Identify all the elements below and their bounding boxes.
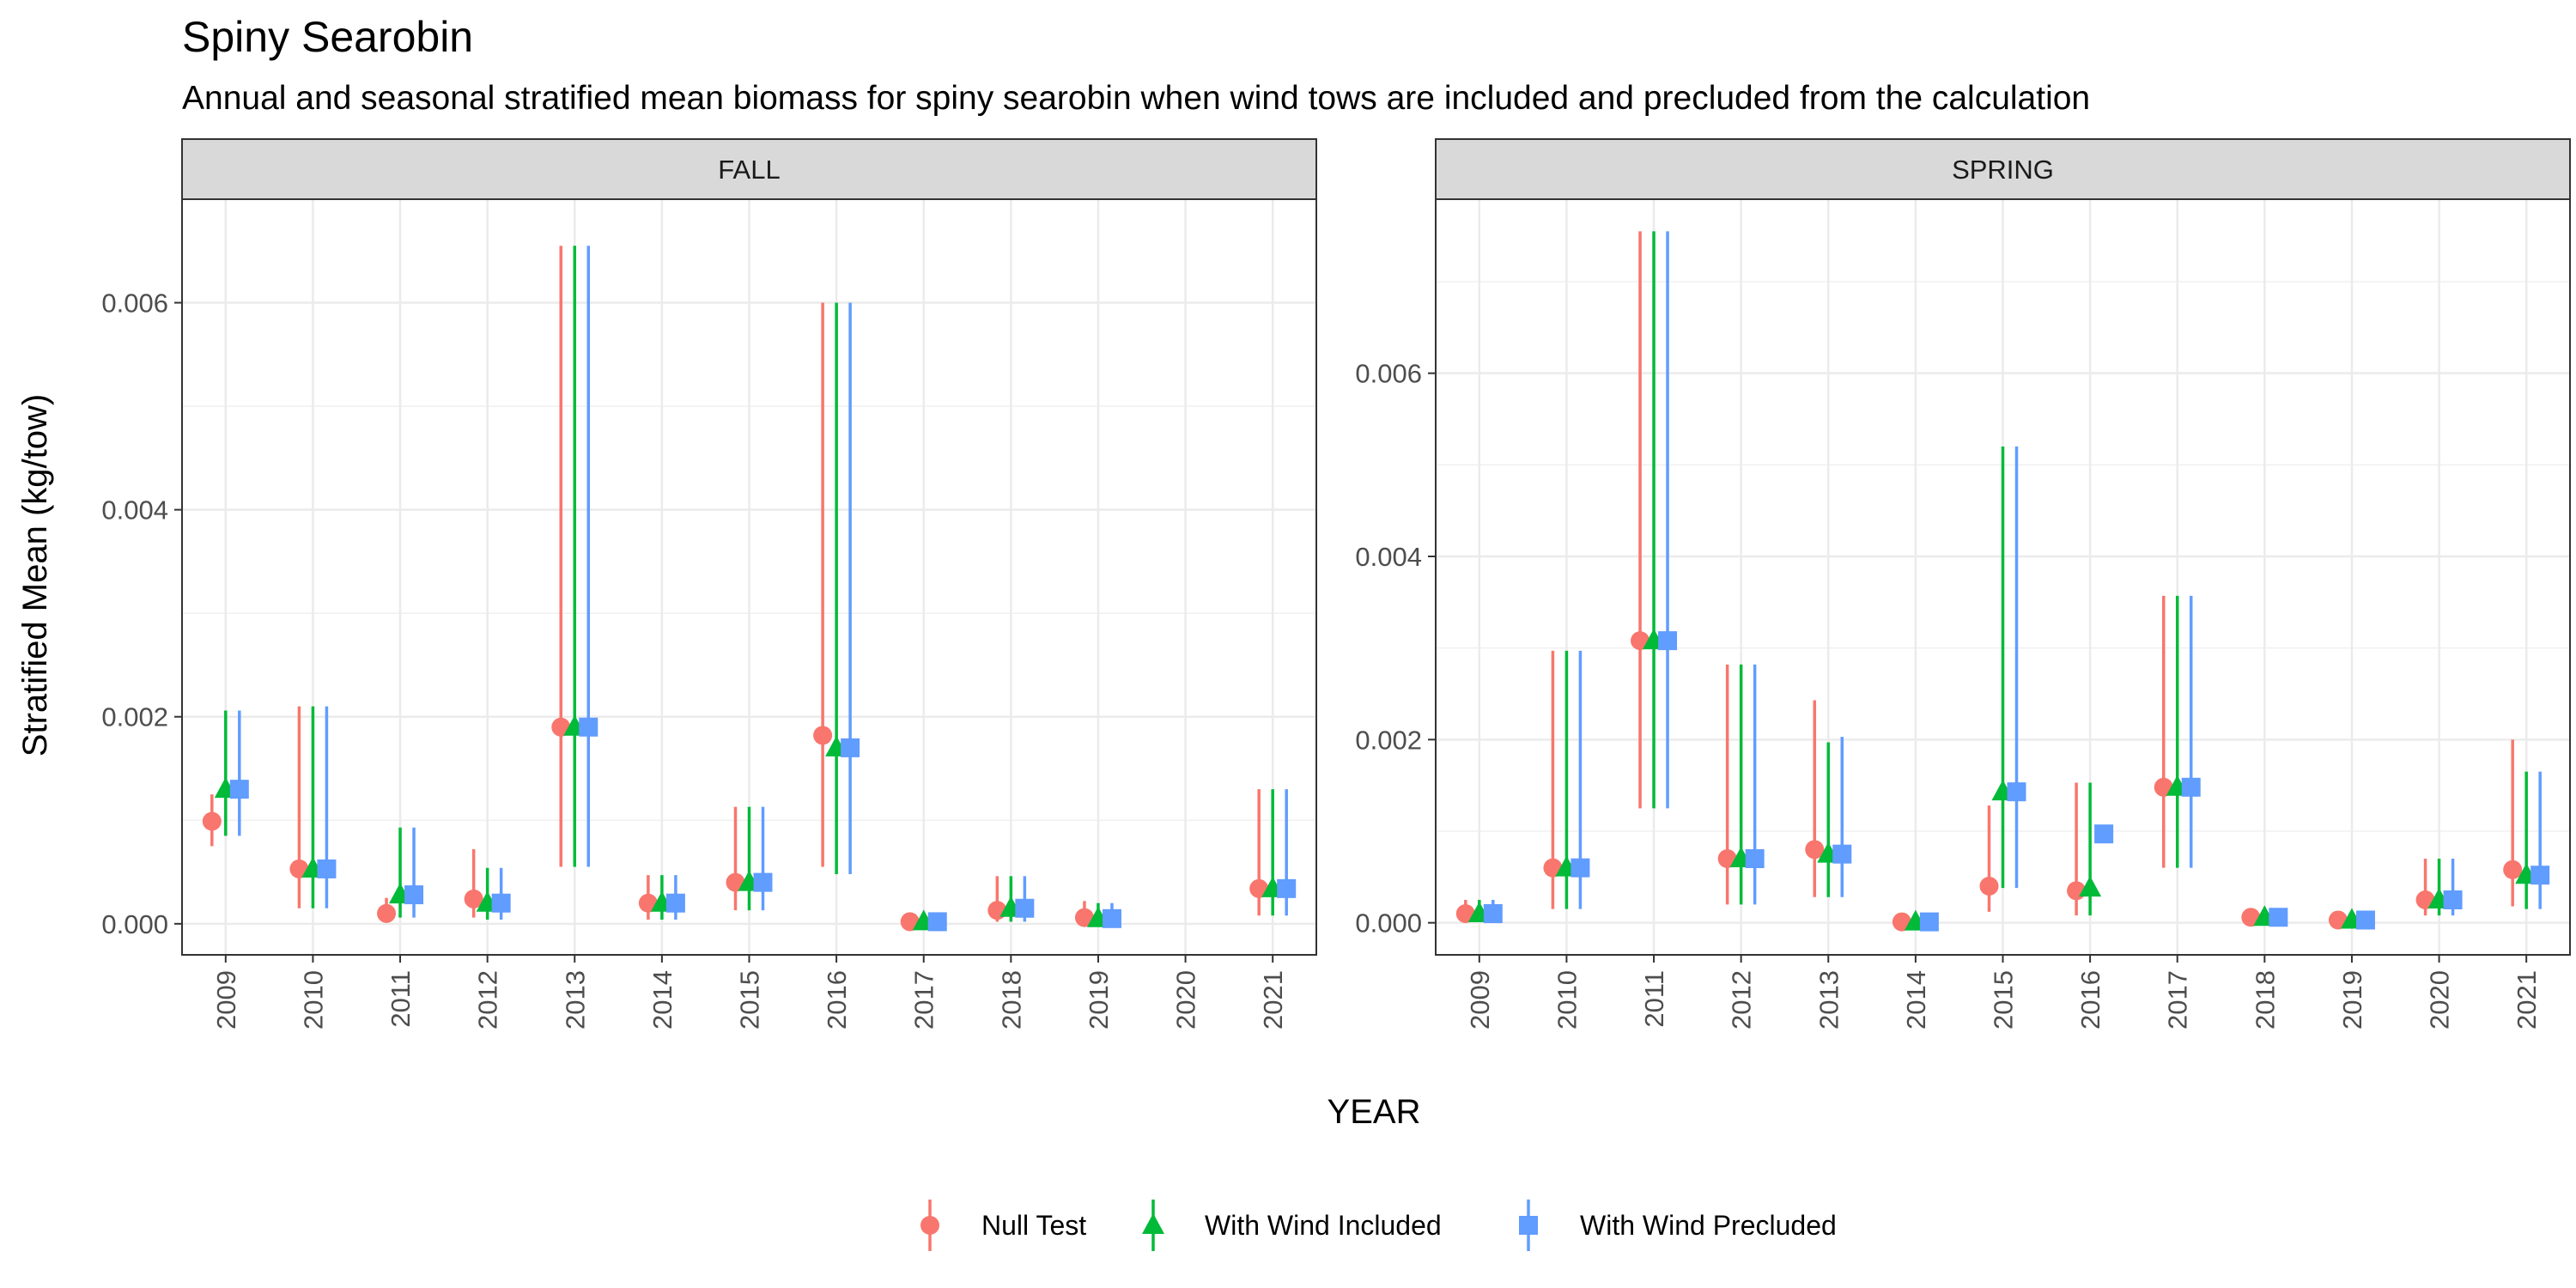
legend-label: With Wind Included <box>1205 1210 1442 1241</box>
chart-subtitle: Annual and seasonal stratified mean biom… <box>182 80 2090 117</box>
data-point <box>1745 849 1765 868</box>
data-point <box>813 726 833 745</box>
facet-strip <box>181 138 1317 200</box>
data-point <box>1074 908 1094 927</box>
legend-key-marker <box>1519 1216 1538 1235</box>
data-point <box>927 912 947 932</box>
data-point <box>491 893 511 913</box>
x-tick-label: 2018 <box>2250 970 2280 1030</box>
panel-fall: FALL 0.000 0.002 0.004 0.006 2009 2010 2011 2012… <box>101 138 1317 1030</box>
data-point <box>1102 908 1121 928</box>
y-tick-label: 0.006 <box>1355 359 1422 389</box>
y-tick-label: 0.004 <box>101 495 168 526</box>
legend-entry: With Wind Included <box>1142 1200 1442 1251</box>
x-tick-label: 2012 <box>473 970 503 1030</box>
y-tick-label: 0.006 <box>101 289 168 319</box>
data-point <box>1277 878 1297 898</box>
data-point <box>1571 858 1590 878</box>
data-point <box>377 903 397 923</box>
data-point <box>1483 904 1503 923</box>
y-tick-label: 0.002 <box>101 702 168 732</box>
x-axis-title: YEAR <box>1327 1093 1421 1131</box>
legend-key-marker <box>920 1216 939 1235</box>
panel-border <box>1435 198 2571 956</box>
legend-key-marker <box>1142 1213 1164 1234</box>
x-tick-label: 2014 <box>1901 970 1931 1030</box>
data-point <box>1658 631 1678 651</box>
legend-label: With Wind Precluded <box>1580 1210 1837 1241</box>
x-tick-label: 2016 <box>822 970 852 1030</box>
x-tick-label: 2011 <box>1639 970 1669 1028</box>
chart-title: Spiny Searobin <box>182 13 473 61</box>
facet-strip <box>1435 138 2571 200</box>
facet-strip-label: SPRING <box>1952 155 2054 185</box>
data-point <box>1805 840 1825 860</box>
x-tick-label: 2017 <box>909 970 939 1030</box>
x-tick-label: 2012 <box>1727 970 1757 1030</box>
x-tick-label: 2013 <box>1814 970 1844 1030</box>
data-point <box>2181 777 2201 797</box>
y-tick-label: 0.004 <box>1355 542 1422 572</box>
x-tick-label: 2010 <box>298 970 328 1030</box>
data-point <box>404 885 424 905</box>
data-point <box>202 811 222 831</box>
x-tick-label: 2020 <box>2425 970 2455 1030</box>
facet-strip-label: FALL <box>718 155 780 185</box>
x-tick-label: 2021 <box>2512 970 2542 1030</box>
x-tick-label: 2011 <box>386 970 416 1028</box>
x-tick-label: 2016 <box>2075 970 2105 1030</box>
data-point <box>229 780 249 799</box>
y-axis-title: Stratified Mean (kg/tow) <box>16 394 54 756</box>
legend-entry: With Wind Precluded <box>1519 1200 1837 1251</box>
x-tick-label: 2017 <box>2163 970 2193 1030</box>
x-tick-label: 2021 <box>1258 970 1288 1030</box>
data-point <box>2079 876 2102 897</box>
data-point <box>464 889 483 908</box>
legend-label: Null Test <box>981 1210 1086 1241</box>
data-point <box>2355 910 2375 930</box>
data-point <box>753 872 773 892</box>
x-tick-label: 2019 <box>2337 970 2367 1030</box>
panel-spring: SPRING 0.000 0.002 0.004 0.006 2009 2010 2011 20… <box>1355 138 2571 1030</box>
legend-entry: Null Test <box>920 1200 1086 1251</box>
panel-border <box>181 198 1317 956</box>
y-tick-label: 0.000 <box>101 909 168 939</box>
data-point <box>2503 860 2523 879</box>
x-tick-label: 2015 <box>735 970 765 1030</box>
x-tick-label: 2020 <box>1171 970 1201 1030</box>
y-tick-label: 0.000 <box>1355 908 1422 939</box>
data-point <box>2269 908 2288 927</box>
data-point <box>665 893 685 913</box>
x-tick-label: 2015 <box>1989 970 2019 1030</box>
data-point <box>2530 866 2550 885</box>
data-point <box>2443 890 2463 909</box>
data-point <box>1979 877 1999 896</box>
x-tick-label: 2010 <box>1552 970 1582 1030</box>
x-tick-label: 2009 <box>1465 970 1495 1030</box>
data-point <box>2007 782 2026 802</box>
x-tick-label: 2014 <box>647 970 677 1030</box>
y-tick-label: 0.002 <box>1355 725 1422 755</box>
legend: Null Test With Wind Included With Wind Pre… <box>920 1200 1837 1251</box>
data-point <box>2094 824 2114 844</box>
data-point <box>579 717 598 737</box>
data-point <box>317 859 337 878</box>
data-point <box>1015 898 1035 918</box>
x-tick-label: 2009 <box>211 970 241 1030</box>
facet-panels: FALL 0.000 0.002 0.004 0.006 2009 2010 2011 2012… <box>101 138 2571 1030</box>
data-point <box>1919 912 1939 932</box>
data-point <box>1832 844 1852 864</box>
x-tick-label: 2013 <box>560 970 590 1030</box>
x-tick-label: 2018 <box>996 970 1026 1030</box>
x-tick-label: 2019 <box>1084 970 1114 1030</box>
data-point <box>841 738 860 757</box>
